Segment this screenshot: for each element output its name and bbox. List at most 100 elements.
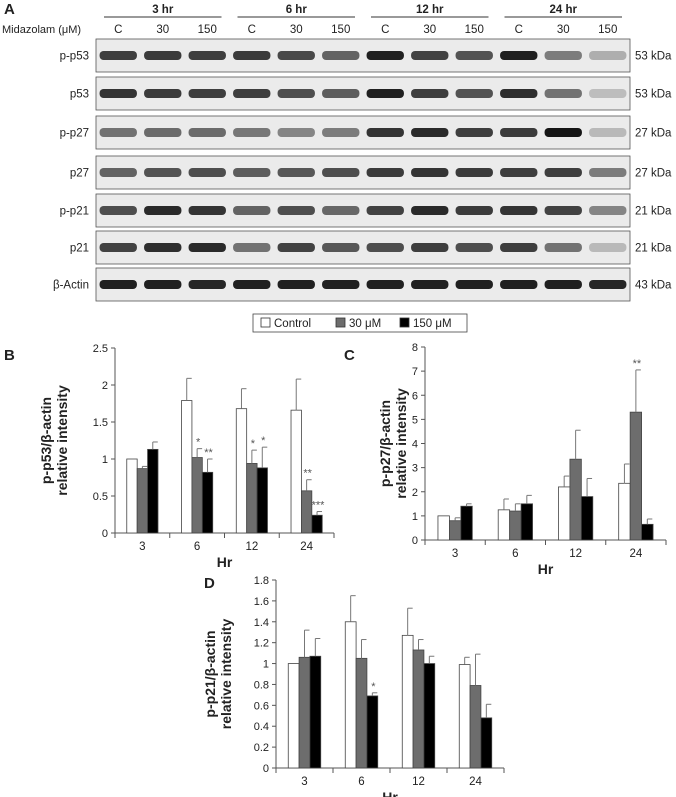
blot-band — [233, 206, 271, 215]
bar — [469, 685, 482, 769]
blot-band — [99, 168, 137, 177]
x-tick-label: 24 — [300, 541, 313, 553]
blot-band — [589, 89, 627, 98]
bar — [437, 515, 450, 541]
blot-band — [233, 51, 271, 60]
y-tick-label: 0 — [412, 535, 418, 547]
blot-band — [411, 206, 449, 215]
blot-band — [322, 51, 360, 60]
blot-band — [277, 243, 315, 252]
bar — [136, 468, 148, 534]
blot-band — [188, 51, 226, 60]
blot-band — [366, 168, 404, 177]
lane-label: C — [248, 24, 256, 36]
x-tick-label: 24 — [469, 776, 482, 788]
time-group-label: 24 hr — [550, 4, 578, 16]
blot-membrane — [95, 38, 631, 73]
panel-label-a: A — [4, 1, 15, 18]
blot-band — [455, 89, 493, 98]
blot-band — [322, 168, 360, 177]
y-tick-label: 3 — [412, 463, 418, 475]
y-axis-label-line: p-p53/β-actin — [38, 397, 54, 484]
y-tick-label: 6 — [412, 390, 418, 402]
y-tick-label: 8 — [412, 342, 418, 354]
blot-band — [144, 89, 182, 98]
blot-band — [411, 51, 449, 60]
blot-band — [277, 89, 315, 98]
blot-row-size: 21 kDa — [635, 206, 672, 218]
blot-band — [99, 89, 137, 98]
blot-band — [500, 243, 538, 252]
x-axis-label: Hr — [382, 789, 398, 797]
blot-band — [233, 243, 271, 252]
y-tick-label: 5 — [412, 414, 418, 426]
x-tick-label: 6 — [358, 776, 364, 788]
lane-label: 30 — [423, 24, 436, 36]
blot-band — [188, 89, 226, 98]
blot-band — [411, 243, 449, 252]
blot-band — [322, 128, 360, 137]
blot-row-size: 53 kDa — [635, 51, 672, 63]
y-tick-label: 2 — [102, 380, 108, 392]
y-axis-label: p-p53/β-actinrelative intensity — [38, 385, 70, 496]
y-axis-label-line: relative intensity — [54, 385, 70, 496]
bar — [629, 411, 642, 541]
x-tick-label: 12 — [569, 548, 582, 560]
blot-band — [500, 168, 538, 177]
bar — [460, 505, 473, 541]
blot-band — [144, 168, 182, 177]
bar — [344, 621, 357, 769]
blot-band — [322, 243, 360, 252]
blot-band — [500, 206, 538, 215]
bar — [366, 695, 379, 769]
x-tick-label: 6 — [512, 548, 518, 560]
bar — [355, 657, 368, 769]
blot-row-size: 53 kDa — [635, 89, 672, 101]
blot-band — [455, 51, 493, 60]
blot-membrane — [95, 267, 631, 302]
y-tick-label: 7 — [412, 366, 418, 378]
blot-row-label: p27 — [70, 168, 89, 180]
blot-band — [233, 89, 271, 98]
blot-band — [500, 51, 538, 60]
time-group-label: 3 hr — [152, 4, 174, 16]
significance-label: * — [371, 681, 376, 693]
blot-band — [277, 128, 315, 137]
blot-band — [99, 51, 137, 60]
panel-label-b: B — [4, 347, 15, 364]
blot-band — [188, 280, 226, 289]
blot-band — [144, 280, 182, 289]
blot-membrane — [95, 193, 631, 228]
blot-band — [455, 206, 493, 215]
bar — [301, 490, 313, 534]
y-axis-label-line: p-p27/β-actin — [377, 400, 393, 487]
blot-band — [233, 280, 271, 289]
bar — [126, 458, 138, 534]
bar — [580, 496, 594, 541]
blot-band — [233, 128, 271, 137]
blot-band — [411, 128, 449, 137]
y-tick-label: 1 — [102, 454, 108, 466]
blot-band — [366, 89, 404, 98]
chart-p-p21: 0 0.2 0.4 0.6 0.8 1 1.2 1.4 1.6 1.8 3 6 12 24 Hr p-p21/… — [202, 575, 505, 797]
blot-row: p-p27 27 kDa — [60, 115, 672, 150]
blot-band — [589, 280, 627, 289]
blot-band — [233, 168, 271, 177]
bar — [191, 457, 203, 534]
blot-membrane — [95, 155, 631, 190]
blot-band — [99, 243, 137, 252]
y-tick-label: 0.4 — [254, 721, 269, 733]
x-tick-label: 3 — [301, 776, 307, 788]
bar — [147, 448, 159, 534]
y-tick-label: 1 — [263, 659, 269, 671]
bar — [480, 717, 493, 769]
blot-band — [544, 280, 582, 289]
blot-row-size: 43 kDa — [635, 280, 672, 292]
legend-swatch-control — [260, 317, 271, 328]
lane-label: 30 — [156, 24, 169, 36]
bar — [181, 400, 193, 534]
blot-band — [544, 89, 582, 98]
lane-label: 150 — [331, 24, 350, 36]
bar — [558, 486, 571, 541]
blot-band — [544, 128, 582, 137]
